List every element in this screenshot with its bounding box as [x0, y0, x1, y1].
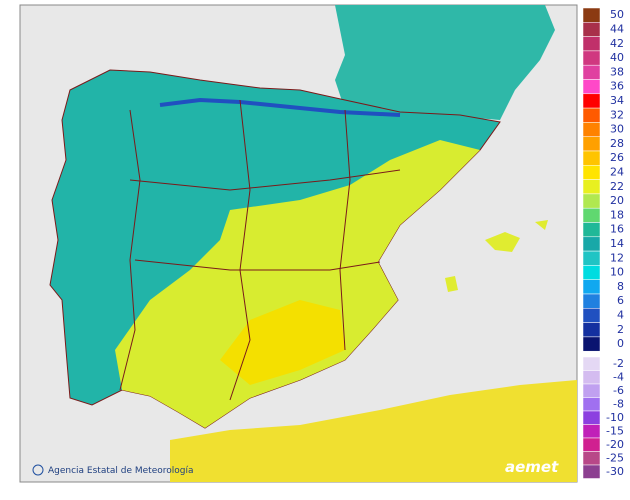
legend-swatch — [582, 322, 601, 338]
legend-swatch — [582, 165, 601, 180]
border — [119, 109, 141, 391]
legend-swatch — [582, 410, 601, 425]
legend-label: 2 — [617, 323, 624, 336]
legend-label: -6 — [613, 384, 624, 397]
legend-swatch — [582, 193, 601, 209]
legend-swatch — [582, 451, 601, 466]
cold-ridge — [159, 97, 401, 117]
legend-label: 16 — [610, 223, 624, 236]
legend-label: 18 — [610, 208, 624, 221]
legend-swatch — [582, 222, 601, 238]
legend-swatch — [582, 370, 601, 385]
legend-swatch — [582, 250, 601, 266]
legend-label: 30 — [610, 123, 624, 136]
legend-label: 50 — [610, 8, 624, 21]
region-borders — [119, 99, 401, 401]
legend-swatch — [582, 236, 601, 252]
hot-area — [220, 300, 345, 385]
legend-swatch — [582, 383, 601, 398]
legend-label: -15 — [606, 424, 624, 437]
legend-label: -8 — [613, 397, 624, 410]
island — [445, 276, 458, 292]
legend-swatch — [582, 279, 601, 295]
legend-swatch — [582, 136, 601, 152]
border — [229, 99, 251, 401]
legend-swatch — [582, 437, 601, 452]
legend-label: -4 — [613, 370, 624, 383]
legend-swatch — [582, 79, 601, 95]
legend-swatch — [582, 107, 601, 123]
warm-area — [115, 140, 480, 428]
africa-land — [170, 380, 577, 482]
legend-swatch — [582, 207, 601, 223]
logo: aemet — [505, 458, 559, 476]
legend-swatch — [582, 397, 601, 412]
legend-swatch — [582, 7, 601, 23]
legend-swatch — [582, 36, 601, 52]
map-land — [49, 5, 577, 482]
legend-swatch — [582, 265, 601, 280]
legend-label: 24 — [610, 165, 624, 178]
legend-label: -10 — [606, 411, 624, 424]
legend-swatch — [582, 50, 601, 66]
legend-swatch — [582, 150, 601, 166]
legend-label: 4 — [617, 308, 624, 321]
credit-text: Agencia Estatal de Meteorología — [48, 466, 194, 476]
legend-label: 6 — [617, 294, 624, 307]
legend-label: 44 — [610, 22, 624, 35]
legend-swatch — [582, 22, 601, 37]
legend-label: 42 — [610, 37, 624, 50]
legend-swatch — [582, 293, 601, 309]
legend-label: 34 — [610, 94, 624, 107]
legend-label: 22 — [610, 180, 624, 193]
legend-label: 26 — [610, 151, 624, 164]
legend-label: 28 — [610, 137, 624, 150]
legend-label: -25 — [606, 451, 624, 464]
france-area — [335, 5, 555, 120]
border — [129, 169, 401, 191]
legend-swatch — [582, 464, 601, 479]
legend-swatch — [582, 356, 601, 371]
island — [485, 232, 520, 252]
credit: Agencia Estatal de Meteorología — [32, 464, 194, 476]
legend-swatch — [582, 308, 601, 323]
legend-label: 32 — [610, 108, 624, 121]
legend-label: -30 — [606, 465, 624, 478]
legend-swatch — [582, 179, 601, 195]
legend-label: 8 — [617, 280, 624, 293]
legend: 5044424038363432302826242220181614121086… — [582, 7, 624, 479]
island — [535, 220, 548, 230]
legend-swatch — [582, 424, 601, 439]
legend-label: 38 — [610, 65, 624, 78]
legend-label: -2 — [613, 357, 624, 370]
legend-label: 36 — [610, 80, 624, 93]
legend-label: 14 — [610, 237, 624, 250]
legend-label: -20 — [606, 438, 624, 451]
legend-swatch — [582, 64, 601, 80]
legend-label: 20 — [610, 194, 624, 207]
copyright-icon — [32, 464, 44, 476]
legend-label: 40 — [610, 51, 624, 64]
legend-swatch — [582, 336, 601, 352]
legend-label: 12 — [610, 251, 624, 264]
border — [134, 259, 381, 271]
legend-swatch — [582, 122, 601, 137]
legend-label: 10 — [610, 266, 624, 279]
legend-swatch — [582, 93, 601, 109]
border — [339, 109, 351, 351]
legend-label: 0 — [617, 337, 624, 350]
